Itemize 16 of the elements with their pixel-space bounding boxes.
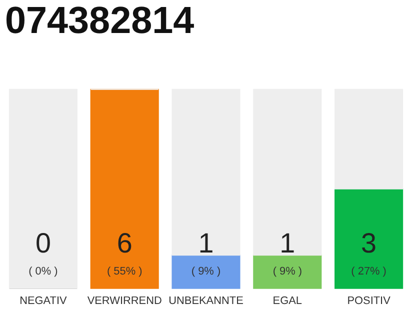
data-label: 1: [198, 228, 214, 259]
data-label: 6: [116, 228, 132, 259]
annotation: ( 27% ): [351, 265, 386, 278]
x-tick-label: POSITIV: [347, 294, 392, 307]
annotation: ( 0% ): [28, 265, 58, 278]
annotation: ( 55% ): [106, 265, 142, 278]
data-label: 3: [361, 228, 377, 259]
annotation: ( 9% ): [191, 265, 221, 278]
annotation: ( 9% ): [272, 265, 302, 278]
data-label: 0: [35, 228, 51, 259]
x-tick-label: EGAL: [272, 294, 302, 307]
x-tick-label: NEGATIV: [20, 294, 68, 307]
x-tick-label: VERWIRREND: [87, 294, 162, 307]
chart-title: 074382814: [4, 0, 194, 42]
data-label: 1: [280, 228, 296, 259]
x-tick-label: UNBEKANNTE: [168, 294, 244, 307]
